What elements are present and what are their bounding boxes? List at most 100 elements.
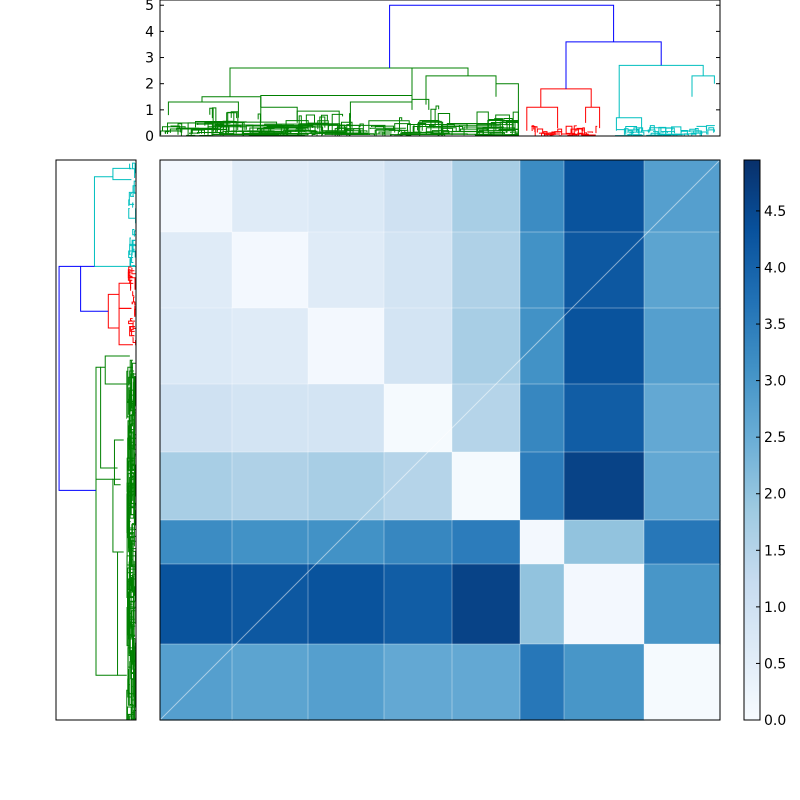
heatmap-cell-H-C — [308, 644, 385, 721]
heatmap-cell-G-H — [644, 564, 721, 645]
colorbar-tick-label: 1.5 — [764, 543, 786, 559]
dendrogram-leaf-branch — [133, 472, 135, 519]
dendrogram-leaf-branch — [421, 120, 442, 136]
dendrogram-leaf-branch — [129, 370, 135, 385]
dendrogram-leaf-branch — [211, 107, 217, 129]
heatmap-cell-H-F — [520, 644, 565, 721]
dendrogram-leaf-branch — [435, 105, 440, 110]
dendrogram-branch-green-root — [322, 67, 469, 76]
dendrogram-branch — [296, 110, 340, 126]
dendrogram-leaf-branch — [132, 337, 136, 344]
dendrogram-branch-green-root — [95, 366, 101, 575]
heatmap-cell-E-C — [308, 452, 385, 521]
heatmap-cell-G-B — [232, 564, 309, 645]
dendrogram-leaf-branch — [127, 269, 136, 279]
dendrogram-leaf-branch — [197, 131, 223, 134]
dendrogram-leaf-branch — [127, 366, 133, 404]
dendrogram-leaf-branch — [320, 114, 328, 131]
heatmap-cell-B-F — [520, 232, 565, 309]
dendrogram-leaf-branch — [503, 118, 513, 135]
heatmap-cell-D-B — [232, 384, 309, 453]
heatmap-cell-E-H — [644, 452, 721, 521]
dendrogram-leaf-branch — [127, 622, 136, 668]
heatmap-cell-H-G — [564, 644, 645, 721]
heatmap-cell-F-B — [232, 520, 309, 565]
dendrogram-leaf-branch — [129, 243, 136, 256]
dendrogram-branch-green-main — [229, 67, 413, 97]
heatmap-cell-F-G — [564, 520, 645, 565]
dendrogram-leaf-branch — [133, 560, 136, 576]
dendrogram-branch — [526, 106, 559, 131]
dendrogram-leaf-branch — [256, 128, 307, 133]
heatmap-cell-G-D — [384, 564, 453, 645]
dendrogram-branch — [615, 117, 643, 131]
heatmap-cell-A-A — [160, 160, 233, 233]
dendrogram-leaf-branch — [298, 115, 302, 135]
dendrogram-leaf-branch — [319, 116, 326, 133]
heatmap-cell-G-G — [564, 564, 645, 645]
dendrogram-leaf-branch — [128, 577, 136, 609]
dendrogram-leaf-branch — [397, 129, 406, 135]
dendrogram-leaf-branch — [495, 114, 510, 131]
dendrogram-leaf-branch — [132, 162, 136, 170]
dendrogram-leaf-branch — [160, 130, 182, 136]
dendrogram-leaf-branch — [128, 376, 136, 386]
heatmap-cell-D-E — [452, 384, 521, 453]
top-axis-tick-label: 2 — [145, 77, 154, 93]
dendrogram-leaf-branch — [430, 108, 436, 135]
heatmap-cell-D-D — [384, 384, 453, 453]
heatmap-cell-G-E — [452, 564, 521, 645]
dendrogram-branch — [495, 83, 519, 131]
top-dendrogram-frame — [159, 0, 721, 137]
dendrogram-leaf-branch — [211, 134, 262, 136]
dendrogram-leaf-branch — [653, 131, 659, 135]
dendrogram-leaf-branch — [595, 125, 598, 134]
dendrogram-leaf-branch — [128, 603, 135, 620]
heatmap-cell-B-D — [384, 232, 453, 309]
dendrogram-leaf-branch — [134, 301, 136, 305]
heatmap-cell-F-D — [384, 520, 453, 565]
dendrogram-leaf-branch — [536, 128, 544, 134]
dendrogram-leaf-branch — [417, 122, 427, 131]
dendrogram-leaf-branch — [129, 270, 135, 278]
heatmap-cell-F-A — [160, 520, 233, 565]
dendrogram-leaf-branch — [129, 359, 136, 404]
heatmap-cell-C-D — [384, 308, 453, 385]
colorbar: 0.0 0.5 1.0 1.5 2.0 2.5 3.0 3.5 4.0 4.5 — [743, 159, 786, 729]
dendrogram-leaf-branch — [191, 128, 213, 136]
dendrogram-leaf-branch — [328, 124, 360, 134]
dendrogram-leaf-branch — [531, 125, 535, 132]
heatmap-cell-G-C — [308, 564, 385, 645]
dendrogram-leaf-branch — [577, 133, 584, 135]
heatmap-cell-B-E — [452, 232, 521, 309]
heatmap-cell-E-A — [160, 452, 233, 521]
dendrogram-branch-red-root — [107, 293, 120, 329]
dendrogram-leaf-branch — [683, 133, 697, 136]
colorbar-gradient — [744, 160, 760, 720]
dendrogram-leaf-branch — [134, 586, 136, 596]
dendrogram-leaf-branch — [129, 477, 135, 507]
dendrogram-leaf-branch — [413, 123, 455, 133]
dendrogram-leaf-branch — [545, 134, 555, 136]
dendrogram-leaf-branch — [587, 131, 594, 133]
top-dendrogram-y-axis: 0 1 2 3 4 5 — [145, 0, 720, 145]
dendrogram-leaf-branch — [673, 134, 683, 136]
colorbar-tick-label: 4.0 — [764, 260, 786, 276]
dendrogram-leaf-branch — [129, 275, 134, 284]
dendrogram-leaf-branch — [130, 437, 136, 479]
dendrogram-leaf-branch — [130, 326, 136, 332]
heatmap-cell-G-A — [160, 564, 233, 645]
dendrogram-leaf-branch — [405, 132, 413, 136]
dendrogram-branch — [118, 307, 133, 346]
heatmap-cluster-lines — [159, 159, 721, 721]
dendrogram-leaf-branch — [132, 434, 136, 471]
heatmap-cell-C-A — [160, 308, 233, 385]
dendrogram-leaf-branch — [128, 561, 133, 574]
dendrogram-branch — [260, 94, 413, 108]
dendrogram-leaf-branch — [458, 124, 500, 132]
dendrogram-leaf-branch — [127, 420, 132, 437]
dendrogram-leaf-branch — [230, 111, 239, 127]
dendrogram-leaf-branch — [129, 318, 133, 322]
heatmap-cell-D-G — [564, 384, 645, 453]
